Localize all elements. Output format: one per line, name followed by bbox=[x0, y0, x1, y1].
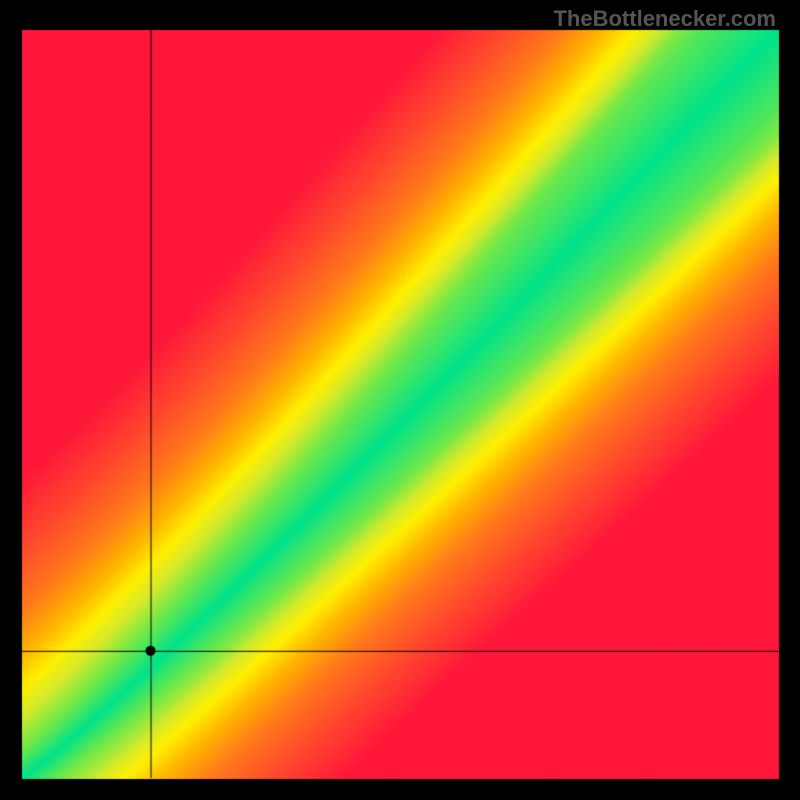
bottleneck-heatmap bbox=[0, 0, 800, 800]
watermark-text: TheBottlenecker.com bbox=[553, 6, 776, 32]
